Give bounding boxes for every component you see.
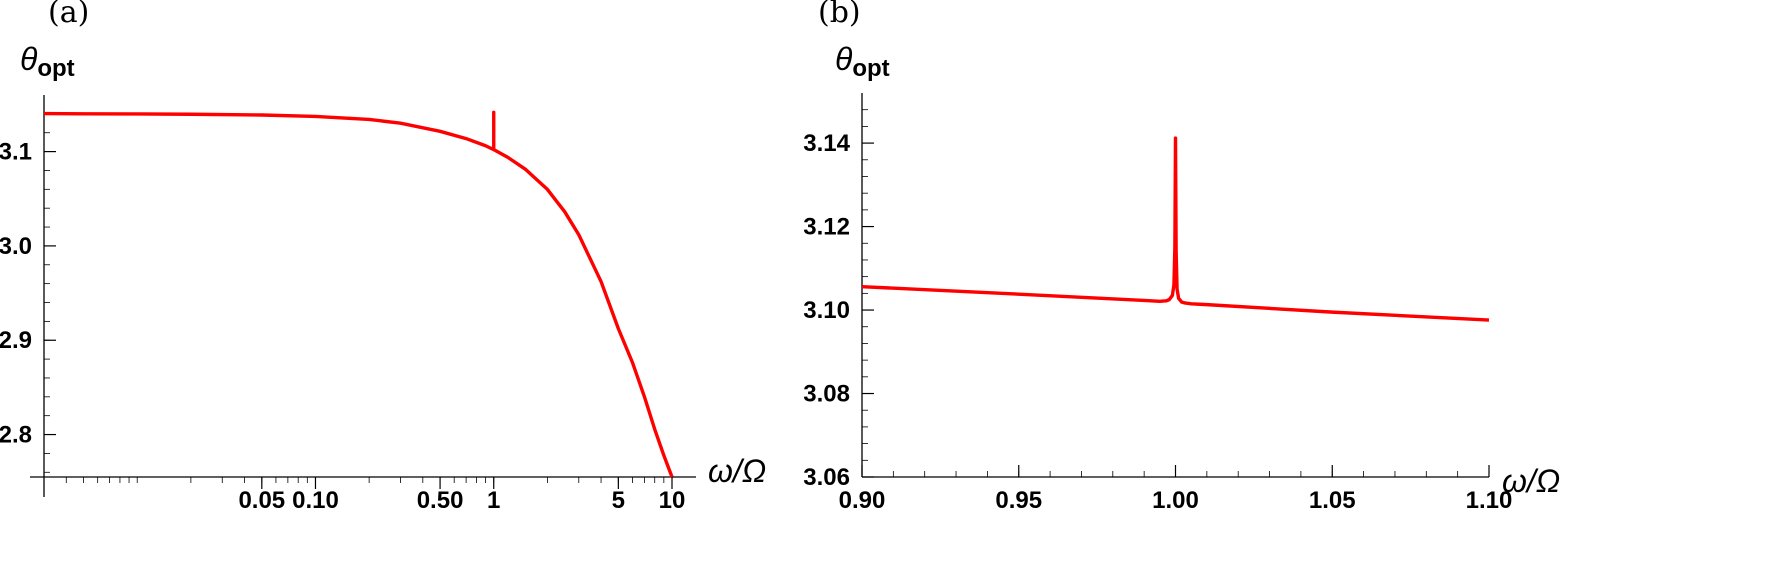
panel-b: (b) θopt ω/Ω 3.06 3.08 3.10 3.12 3.14 0.90 0.9…: [803, 0, 1560, 514]
panel-a-ticks: 2.8 2.9 3.0 3.1 0.05 0.10 0.50 1 5 10: [0, 113, 686, 514]
panel-b-y-axis-label: θopt: [835, 41, 890, 82]
panel-a-y-tick-label: 3.0: [0, 233, 32, 260]
panel-a-y-axis-label: θopt: [20, 41, 75, 82]
panel-a-y-tick-label: 3.1: [0, 139, 32, 166]
panel-b-label: (b): [818, 0, 861, 30]
panel-a-axes: [30, 95, 696, 497]
panel-a: (a) θopt ω/Ω 2.8 2.9 3.0 3.1 0.05 0.10 0.50 1 5 1…: [0, 0, 766, 514]
panel-b-y-tick-label: 3.14: [803, 130, 850, 157]
panel-a-series-line-0: [43, 110, 674, 478]
panel-a-series: [43, 110, 674, 478]
panel-a-x-tick-label: 1: [487, 487, 500, 514]
panel-b-x-tick-label: 0.90: [839, 487, 886, 514]
panel-b-y-tick-label: 3.12: [803, 214, 850, 241]
panel-b-x-tick-label: 1.05: [1309, 487, 1356, 514]
panel-a-label: (a): [48, 0, 89, 30]
panel-a-x-tick-label: 5: [612, 487, 625, 514]
panel-b-y-tick-label: 3.08: [803, 381, 850, 408]
panel-b-x-axis-label: ω/Ω: [1502, 463, 1560, 499]
panel-a-y-tick-label: 2.9: [0, 327, 32, 354]
panel-a-x-axis-label: ω/Ω: [708, 453, 766, 489]
panel-a-x-tick-label: 0.50: [417, 487, 464, 514]
panel-a-x-tick-label: 10: [659, 487, 686, 514]
panel-b-series-line-0: [861, 136, 1490, 322]
panel-a-x-tick-label: 0.10: [292, 487, 339, 514]
panel-b-x-tick-label: 1.10: [1466, 487, 1513, 514]
panel-a-y-tick-label: 2.8: [0, 422, 32, 449]
panel-b-y-tick-label: 3.06: [803, 464, 850, 491]
panel-b-x-tick-label: 1.00: [1152, 487, 1199, 514]
panel-b-y-tick-label: 3.10: [803, 297, 850, 324]
panel-a-x-tick-label: 0.05: [238, 487, 285, 514]
panel-b-series: [861, 136, 1490, 322]
panel-b-x-tick-label: 0.95: [995, 487, 1042, 514]
panel-b-ticks: 3.06 3.08 3.10 3.12 3.14 0.90 0.95 1.00 1.05 1.10: [803, 109, 1513, 514]
